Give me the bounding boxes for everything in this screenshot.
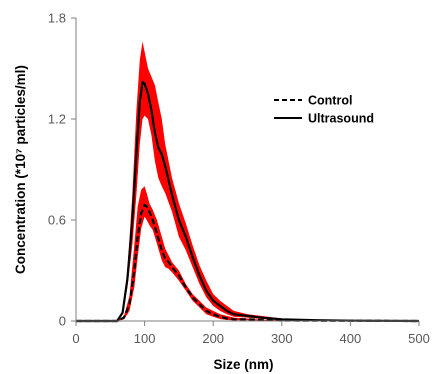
legend-label-ultrasound: Ultrasound [308,112,374,126]
y-tick-label: 0.6 [48,213,66,228]
axes [75,18,419,322]
x-tick-label: 300 [271,331,293,346]
x-tick-label: 400 [340,331,362,346]
y-axis-label: Concentration (*10⁷ particles/ml) [13,65,28,274]
x-tick-label: 200 [202,331,224,346]
x-tick-label: 100 [134,331,156,346]
series-line-control [76,203,420,323]
x-axis-label: Size (nm) [213,357,273,372]
series-line-ultrasound [76,80,420,323]
legend-label-control: Control [308,94,352,108]
y-ticks: 0 0.6 1.2 1.8 [48,11,76,329]
y-tick-label: 1.2 [48,112,66,127]
y-tick-label: 1.8 [48,11,66,26]
error-band-control [76,186,419,321]
x-ticks: 0 100 200 300 400 500 [72,321,430,346]
series-lines [76,80,420,323]
x-tick-label: 0 [72,331,79,346]
y-tick-label: 0 [59,314,66,329]
x-tick-label: 500 [408,331,430,346]
legend: Control Ultrasound [274,94,374,126]
